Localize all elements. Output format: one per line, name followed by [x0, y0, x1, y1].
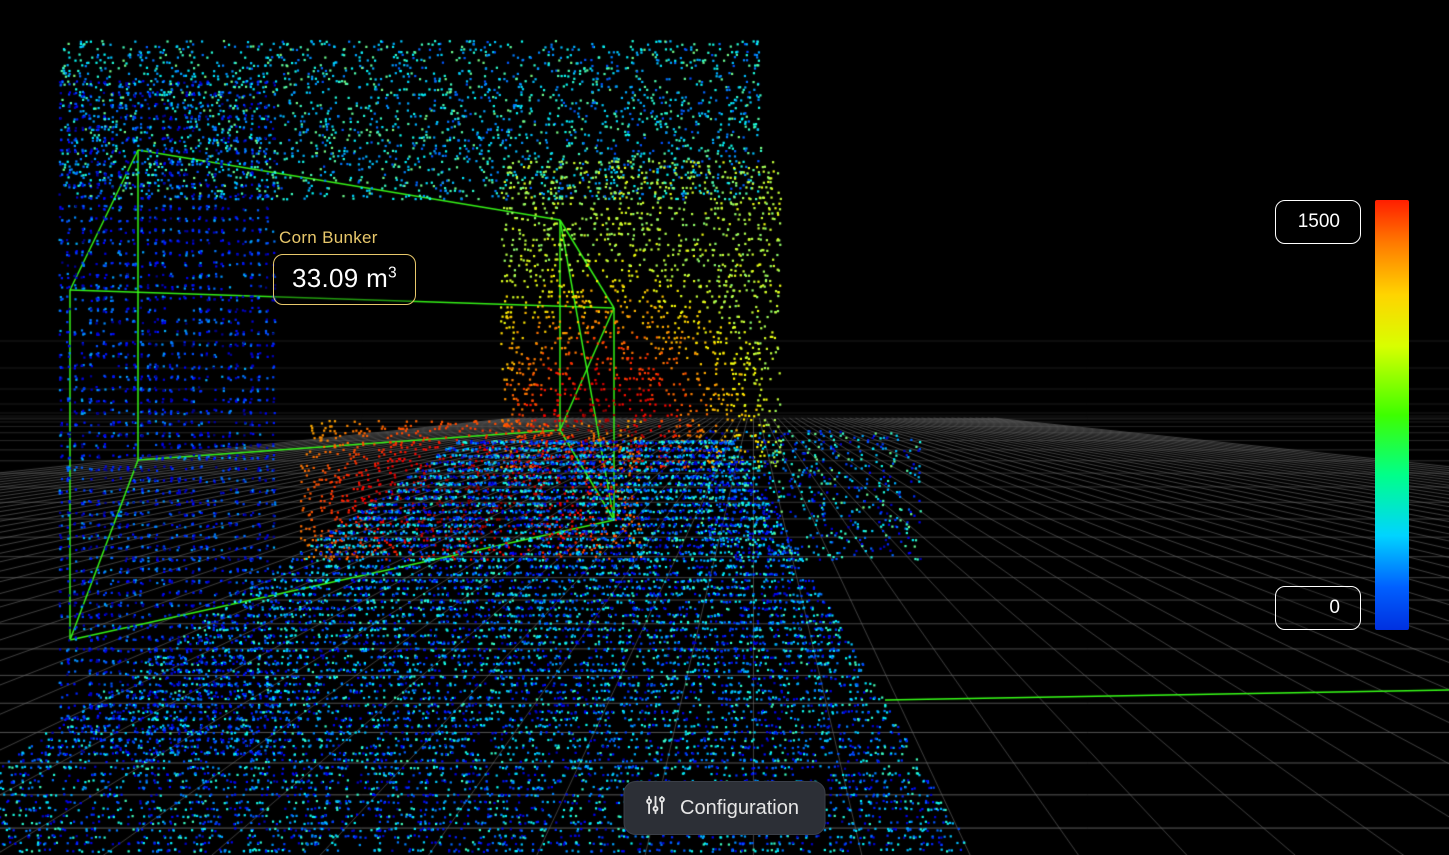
annotation-title: Corn Bunker [273, 228, 416, 248]
configuration-button[interactable]: Configuration [623, 781, 826, 835]
configuration-label: Configuration [680, 797, 799, 820]
annotation-value: 33.09 m3 [273, 254, 416, 305]
legend-min-input[interactable]: 0 [1275, 586, 1361, 630]
viewport: Corn Bunker 33.09 m3 1500 0 Configuratio… [0, 0, 1449, 855]
sliders-icon [644, 794, 666, 822]
legend-labels: 1500 0 [1275, 200, 1361, 630]
color-legend: 1500 0 [1275, 200, 1409, 630]
annotation-value-number: 33.09 m [292, 263, 388, 293]
legend-gradient-bar [1375, 200, 1409, 630]
annotation-unit-sup: 3 [388, 264, 397, 281]
legend-max-input[interactable]: 1500 [1275, 200, 1361, 244]
pointcloud-canvas[interactable] [0, 0, 1449, 855]
annotation-corn-bunker[interactable]: Corn Bunker 33.09 m3 [273, 228, 416, 305]
